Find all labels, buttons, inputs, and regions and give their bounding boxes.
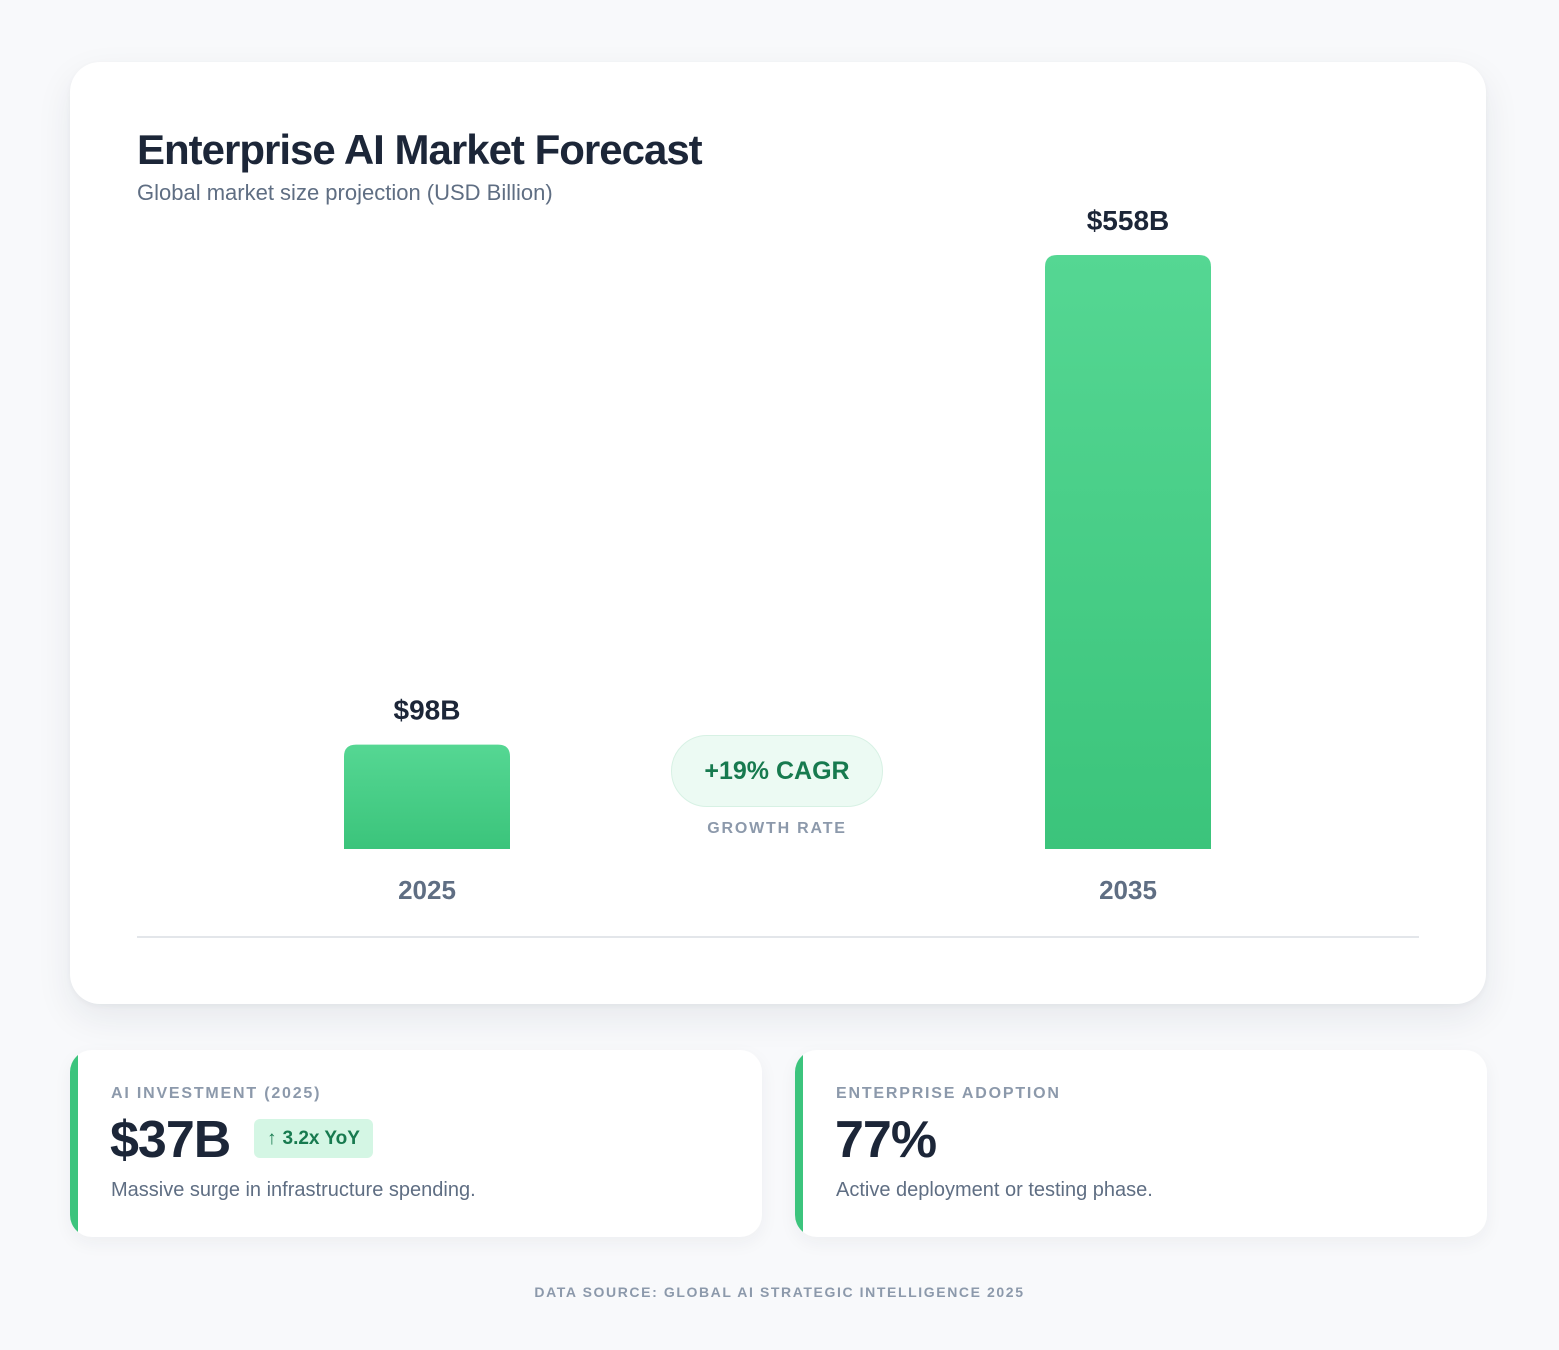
bar-2025	[344, 744, 510, 849]
chart-title: Enterprise AI Market Forecast	[137, 126, 703, 173]
growth-rate-label: GROWTH RATE	[707, 820, 847, 837]
forecast-card: Enterprise AI Market Forecast Global mar…	[70, 62, 1486, 1004]
chart-subtitle: Global market size projection (USD Billi…	[137, 180, 553, 205]
yoy-badge-text: 3.2x YoY	[282, 1127, 360, 1149]
bar-value-label: $558B	[1087, 205, 1170, 236]
data-source-footer: DATA SOURCE: GLOBAL AI STRATEGIC INTELLI…	[534, 1284, 1025, 1300]
x-tick-label: 2035	[1099, 875, 1157, 905]
yoy-badge: ↑ 3.2x YoY	[254, 1119, 373, 1158]
x-tick-label: 2025	[398, 875, 456, 905]
bar-value-label: $98B	[394, 695, 461, 726]
stat-label: ENTERPRISE ADOPTION	[836, 1085, 1061, 1102]
stat-card-adoption: ENTERPRISE ADOPTION 77% Active deploymen…	[795, 1050, 1487, 1237]
stat-value: 77%	[835, 1111, 937, 1169]
cagr-badge: +19% CAGR	[671, 735, 883, 807]
chart-baseline	[137, 936, 1419, 938]
bar-chart: $98B 2025 $558B 2035	[344, 205, 1211, 905]
stat-description: Massive surge in infrastructure spending…	[111, 1179, 476, 1201]
bar-2035	[1045, 255, 1211, 849]
stat-description: Active deployment or testing phase.	[836, 1179, 1153, 1201]
arrow-up-icon: ↑	[267, 1127, 277, 1149]
card-accent-bar	[795, 1050, 803, 1237]
stat-card-investment: AI INVESTMENT (2025) $37B ↑ 3.2x YoY Mas…	[70, 1050, 762, 1237]
stat-label: AI INVESTMENT (2025)	[111, 1085, 322, 1102]
stat-value: $37B	[110, 1111, 231, 1169]
card-accent-bar	[70, 1050, 78, 1237]
